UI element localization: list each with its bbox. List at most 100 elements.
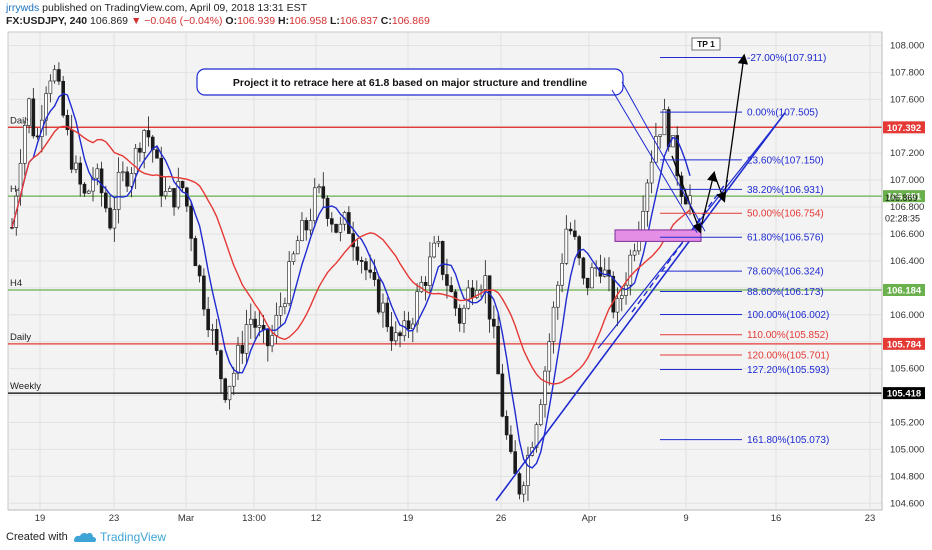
candle-body: [325, 197, 330, 219]
candle-body: [283, 303, 287, 308]
projection-arrow-down-2: [713, 173, 727, 203]
candle-body: [389, 326, 394, 342]
candle-body: [31, 98, 36, 137]
high-value: 106.958: [289, 15, 328, 27]
candle-body: [91, 177, 95, 192]
candle-body: [240, 345, 245, 354]
price-axis[interactable]: 104.600104.800105.000105.200105.400105.6…: [881, 32, 924, 510]
candle-body: [104, 192, 108, 209]
annotation-pointer: [611, 89, 698, 233]
tradingview-brand[interactable]: TradingView: [100, 530, 167, 544]
price-badge: [883, 190, 925, 203]
projection-arrow-down: [671, 155, 703, 234]
fib-label: 127.20%(105.593): [747, 365, 829, 376]
fib-label: 0.00%(107.505): [747, 108, 818, 119]
candle-body: [287, 261, 291, 304]
candle-body: [99, 168, 104, 194]
candle-body: [526, 455, 530, 486]
candle-body: [504, 416, 509, 436]
candle-body: [210, 328, 215, 331]
level-label: Weekly: [10, 381, 41, 392]
candle-body: [142, 130, 146, 153]
candle-body: [573, 230, 577, 237]
candle-body: [466, 287, 471, 309]
price-tick-label: 108.000: [890, 40, 924, 51]
candle-body: [398, 332, 402, 337]
time-tick-label: 16: [771, 513, 782, 524]
candle-body: [86, 190, 91, 194]
time-tick-label: 23: [865, 513, 876, 524]
candle-body: [355, 246, 360, 261]
price-change: −0.046 (−0.04%): [144, 15, 223, 27]
candle-body: [116, 171, 121, 210]
open-value: 106.939: [237, 15, 276, 27]
candle-body: [376, 279, 381, 313]
candle-body: [112, 209, 117, 229]
candle-body: [27, 98, 31, 126]
candle-body: [65, 115, 70, 131]
price-badge-label: 107.392: [887, 123, 921, 134]
time-axis[interactable]: 19 23 Mar 13:00 12 19 26 Apr 9 16 23: [8, 509, 882, 524]
price-badge: [883, 283, 925, 296]
candle-body: [236, 345, 240, 374]
candle-body: [78, 162, 83, 185]
candle-body: [69, 129, 74, 170]
candle-body: [581, 257, 586, 279]
candle-body: [35, 135, 40, 138]
candle-body: [266, 329, 270, 347]
price-tick-label: 106.600: [890, 229, 924, 240]
candle-body: [641, 211, 645, 231]
time-tick-label: 12: [311, 513, 322, 524]
candle-body: [206, 308, 210, 331]
time-tick-label: Mar: [178, 513, 194, 524]
candle-body: [415, 291, 419, 325]
candle-body: [513, 451, 517, 474]
close-label: C:: [380, 15, 392, 27]
candle-body: [364, 261, 368, 271]
annotation-pointer-2: [621, 81, 706, 232]
candle-body: [462, 307, 466, 324]
candle-body: [564, 228, 569, 264]
candle-body: [74, 162, 78, 170]
candle-body: [483, 275, 488, 290]
candle-body: [368, 269, 372, 273]
symbol-label: FX:USDJPY, 240: [6, 15, 88, 27]
candle-body: [129, 173, 134, 187]
time-tick-label: 23: [109, 513, 120, 524]
published-text: published on TradingView.com, April 09, …: [42, 2, 307, 14]
time-tick-label: Apr: [582, 513, 597, 524]
candle-body: [321, 186, 326, 199]
candle-body: [560, 263, 564, 286]
candle-body: [52, 69, 57, 82]
candle-body: [338, 223, 343, 233]
chart-header: jrrywds published on TradingView.com, Ap…: [0, 0, 932, 30]
price-badge-label: 106.881: [887, 192, 922, 203]
candle-body: [607, 269, 611, 277]
fib-label: -27.00%(107.911): [747, 53, 826, 64]
high-label: H:: [277, 15, 290, 27]
candle-body: [428, 256, 432, 286]
author-name[interactable]: jrrywds: [6, 2, 40, 14]
footer: Created with TradingView: [0, 528, 932, 550]
trendline: [495, 112, 786, 502]
candle-body: [662, 109, 667, 136]
candle-body: [317, 186, 321, 189]
candle-body: [492, 318, 496, 327]
candle-body: [543, 370, 547, 405]
candle-body: [227, 385, 232, 401]
candle-body: [202, 275, 206, 310]
low-value: 106.837: [339, 15, 378, 27]
projected-trendline: [631, 179, 729, 313]
candle-body: [223, 378, 228, 401]
candle-body: [312, 187, 317, 221]
target-zone-box: [614, 229, 702, 242]
price-tick-label: 105.200: [890, 417, 924, 428]
price-badge-label: 105.784: [887, 339, 922, 350]
candle-body: [470, 287, 475, 298]
candle-body: [214, 328, 219, 351]
candle-body: [304, 220, 309, 231]
candle-body: [257, 325, 262, 328]
tp-label-box: [691, 37, 721, 51]
last-price: 106.869: [90, 15, 129, 27]
